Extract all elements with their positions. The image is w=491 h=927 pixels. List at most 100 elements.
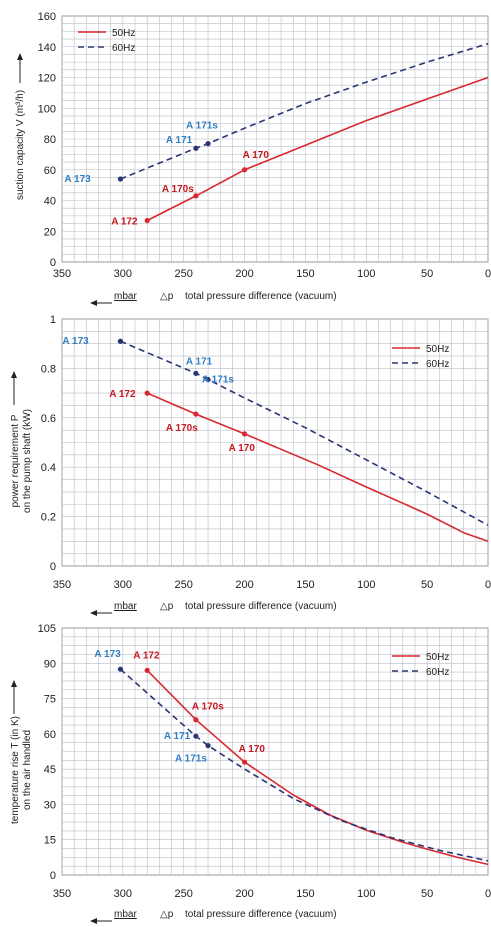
y-tick-label: 20 — [44, 226, 56, 238]
x-axis-arrow-icon — [90, 610, 97, 616]
x-tick-label: 100 — [357, 268, 375, 280]
data-point — [144, 390, 150, 396]
x-tick-label: 150 — [296, 888, 314, 900]
y-tick-label: 0.8 — [41, 363, 56, 375]
legend: 50Hz 60Hz — [78, 28, 135, 54]
x-tick-label: 200 — [235, 579, 253, 591]
x-axis-arrow-icon — [90, 300, 97, 306]
x-axis-unit: mbar — [114, 601, 137, 612]
legend-label: 60Hz — [426, 667, 449, 678]
data-point — [144, 667, 150, 673]
point-label: A 171 — [166, 135, 193, 146]
point-label: A 170 — [239, 744, 266, 755]
point-label: A 172 — [111, 216, 138, 227]
point-label: A 170s — [162, 184, 194, 195]
y-tick-label: 0 — [50, 561, 56, 573]
point-label: A 171 — [186, 356, 213, 367]
data-point — [205, 743, 211, 749]
data-point — [193, 733, 199, 739]
y-tick-label: 0 — [50, 257, 56, 269]
y-tick-label: 1 — [50, 314, 56, 326]
data-point — [205, 141, 211, 147]
y-tick-label: 80 — [44, 134, 56, 146]
data-point — [193, 717, 199, 723]
x-tick-label: 350 — [53, 888, 71, 900]
data-point — [117, 176, 124, 182]
x-tick-label: 50 — [421, 268, 433, 280]
x-axis-symbol: △p — [160, 601, 174, 612]
x-tick-label: 250 — [175, 268, 193, 280]
x-tick-label: 250 — [175, 888, 193, 900]
legend-label: 60Hz — [112, 43, 135, 54]
legend-label: 50Hz — [112, 28, 135, 39]
x-axis-title: total pressure difference (vacuum) — [185, 291, 337, 302]
x-tick-label: 250 — [175, 579, 193, 591]
point-label: A 170s — [166, 423, 198, 434]
y-tick-label: 0.2 — [41, 512, 56, 524]
data-point — [193, 411, 199, 417]
grid — [61, 627, 489, 876]
point-label: A 171s — [175, 754, 207, 765]
point-label: A 173 — [64, 174, 91, 185]
x-axis-symbol: △p — [160, 909, 174, 920]
y-axis-arrow-icon — [11, 680, 17, 687]
x-axis-title: total pressure difference (vacuum) — [185, 601, 337, 612]
y-tick-label: 90 — [44, 658, 56, 670]
y-tick-label: 105 — [38, 623, 56, 635]
x-tick-label: 50 — [421, 579, 433, 591]
point-label: A 173 — [62, 336, 89, 347]
y-axis-title-line-2: on the air handled — [22, 730, 33, 810]
series-line-50hz — [146, 392, 489, 543]
x-tick-label: 0 — [485, 888, 491, 900]
x-tick-label: 300 — [114, 268, 132, 280]
grid — [61, 318, 489, 567]
y-tick-label: 40 — [44, 196, 56, 208]
y-tick-label: 0.4 — [41, 462, 56, 474]
chart-panel-2: 350 300 250 200 150 100 50 0 0 0.2 0.4 0.6 0.8 1 mbar △… — [10, 314, 491, 616]
x-axis-unit: mbar — [114, 291, 137, 302]
data-point — [205, 376, 211, 383]
y-tick-label: 0.6 — [41, 413, 56, 425]
point-label: A 172 — [133, 650, 160, 661]
series-line-60hz — [119, 668, 489, 862]
x-axis-symbol: △p — [160, 291, 174, 302]
x-tick-label: 100 — [357, 888, 375, 900]
x-axis-unit: mbar — [114, 909, 137, 920]
x-axis-title: total pressure difference (vacuum) — [185, 909, 337, 920]
point-label: A 171s — [202, 375, 234, 386]
data-point — [144, 217, 150, 224]
y-tick-label: 160 — [38, 11, 56, 23]
y-tick-label: 140 — [38, 42, 56, 54]
point-label: A 171 — [164, 731, 191, 742]
y-axis-arrow-icon — [11, 371, 17, 378]
y-tick-label: 45 — [44, 764, 56, 776]
y-tick-label: 0 — [50, 870, 56, 882]
legend-label: 60Hz — [426, 359, 449, 370]
y-tick-label: 30 — [44, 799, 56, 811]
y-tick-label: 60 — [44, 729, 56, 741]
y-tick-label: 60 — [44, 165, 56, 177]
x-tick-label: 300 — [114, 579, 132, 591]
chart-panel-3: 350 300 250 200 150 100 50 0 0 15 30 45 60 75 90 105 mba… — [10, 623, 491, 924]
data-point — [117, 666, 124, 672]
legend: 50Hz 60Hz — [392, 344, 449, 370]
x-tick-label: 300 — [114, 888, 132, 900]
data-point — [193, 145, 199, 151]
y-tick-label: 75 — [44, 694, 56, 706]
x-tick-label: 200 — [235, 888, 253, 900]
y-axis-title-group: temperature rise T (in K) on the air hand… — [10, 680, 33, 824]
point-label: A 173 — [94, 649, 121, 660]
legend-label: 50Hz — [426, 344, 449, 355]
legend-label: 50Hz — [426, 652, 449, 663]
x-tick-label: 200 — [235, 268, 253, 280]
y-axis-title-line-2: on the pump shaft (kW) — [22, 409, 33, 513]
y-axis-title-line-1: temperature rise T (in K) — [10, 716, 21, 824]
y-tick-label: 15 — [44, 835, 56, 847]
y-axis-title-line-1: power requirement P — [10, 414, 21, 507]
point-label: A 171s — [186, 121, 218, 132]
y-axis-arrow-icon — [17, 53, 23, 60]
y-tick-label: 100 — [38, 103, 56, 115]
x-tick-label: 150 — [296, 579, 314, 591]
